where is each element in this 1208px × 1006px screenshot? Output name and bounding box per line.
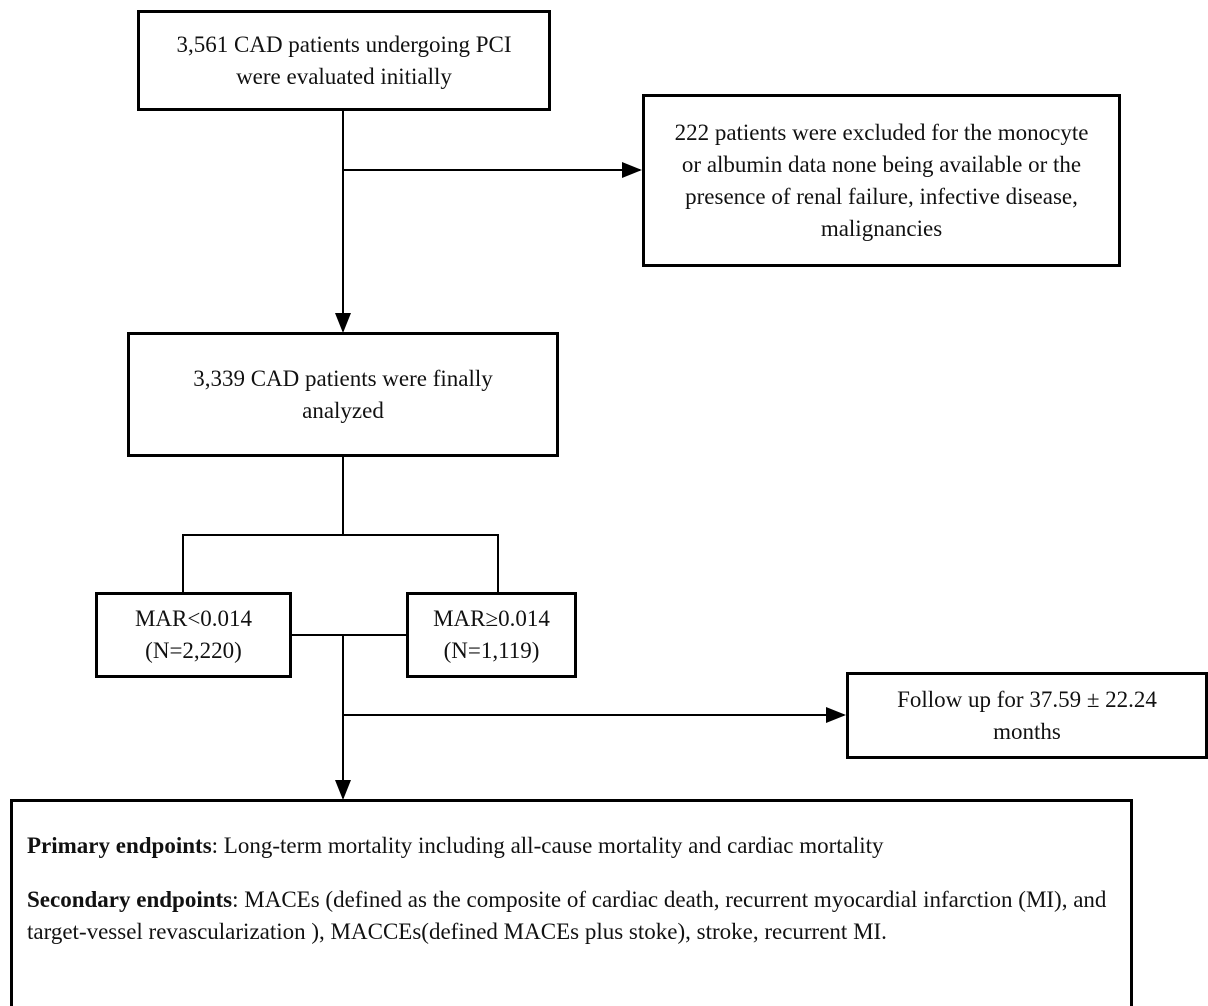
endpoints-box: Primary endpoints: Long-term mortality i… [10, 799, 1133, 1006]
endpoint-label: Primary endpoints [27, 833, 212, 858]
node: 3,561 CAD patients undergoing PCI were e… [137, 10, 551, 111]
node: Follow up for 37.59 ± 22.24 months [846, 672, 1208, 759]
endpoint-text: : Long-term mortality including all-caus… [211, 833, 884, 858]
node-text: Follow up for 37.59 ± 22.24 months [897, 686, 1157, 744]
connector [182, 534, 499, 593]
node-text: 222 patients were excluded for the monoc… [674, 119, 1089, 241]
node-text: MAR<0.014 (N=2,220) [134, 606, 253, 663]
endpoint: Primary endpoints: Long-term mortality i… [27, 830, 1110, 862]
node-text: 3,339 CAD patients were finally analyzed [193, 365, 493, 423]
endpoint: Secondary endpoints: MACEs (defined as t… [27, 884, 1110, 948]
node-text: MAR≥0.014 (N=1,119) [433, 606, 550, 663]
endpoint-label: Secondary endpoints [27, 887, 233, 912]
node: 222 patients were excluded for the monoc… [642, 94, 1121, 267]
endpoint-text: : MACEs (defined as the composite of car… [27, 887, 1107, 944]
node: MAR≥0.014 (N=1,119) [406, 592, 577, 678]
node: MAR<0.014 (N=2,220) [95, 592, 292, 678]
node-text: 3,561 CAD patients undergoing PCI were e… [176, 31, 512, 89]
node: 3,339 CAD patients were finally analyzed [127, 332, 559, 457]
